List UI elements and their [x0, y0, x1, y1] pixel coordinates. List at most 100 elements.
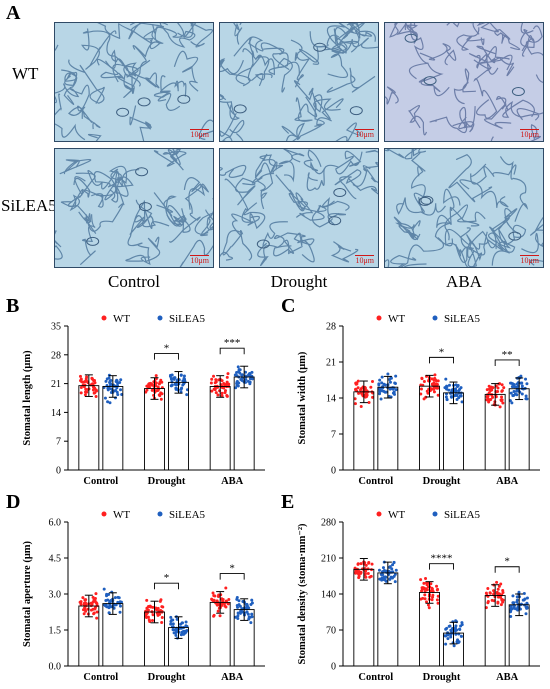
data-point: [160, 620, 164, 624]
y-tick-label: 0.0: [49, 662, 62, 673]
data-point: [487, 391, 491, 395]
cell-wall-outline: [290, 39, 311, 88]
data-point: [354, 382, 358, 386]
data-point: [226, 602, 230, 606]
data-point: [235, 374, 239, 378]
cell-wall-outline: [455, 244, 477, 267]
legend-label-silea5: SiLEA5: [444, 313, 481, 325]
data-point: [357, 576, 361, 580]
cell-wall-outline: [275, 174, 309, 212]
data-point: [354, 571, 358, 575]
data-point: [430, 598, 434, 602]
cell-wall-outline: [235, 177, 256, 206]
data-point: [92, 612, 96, 616]
cell-wall-outline: [68, 59, 105, 104]
data-point: [381, 566, 385, 570]
data-point: [515, 382, 519, 386]
data-point: [78, 374, 82, 378]
data-point: [444, 395, 448, 399]
data-point: [169, 615, 173, 619]
data-point: [159, 397, 163, 401]
cell-wall-outline: [251, 153, 278, 184]
data-point: [226, 372, 230, 376]
data-point: [81, 596, 85, 600]
data-point: [519, 374, 523, 378]
y-tick-label: 140: [321, 590, 336, 601]
data-point: [454, 383, 458, 387]
data-point: [513, 607, 517, 611]
data-point: [154, 374, 158, 378]
data-point: [444, 634, 448, 638]
data-point: [359, 405, 363, 409]
data-point: [446, 637, 450, 641]
legend-marker-silea5: [157, 315, 163, 321]
cell-wall-outline: [303, 149, 326, 175]
data-point: [370, 562, 374, 566]
data-point: [419, 392, 423, 396]
cell-wall-outline: [352, 161, 378, 187]
data-point: [244, 370, 248, 374]
cell-wall-outline: [470, 23, 499, 35]
data-point: [169, 622, 173, 626]
data-point: [243, 380, 247, 384]
legend-marker-silea5: [157, 511, 163, 517]
y-tick-label: 14: [326, 394, 336, 405]
x-tick-label: Control: [83, 672, 118, 683]
data-point: [520, 384, 524, 388]
data-point: [218, 614, 222, 618]
data-point: [150, 618, 154, 622]
data-point: [456, 641, 460, 645]
data-point: [115, 390, 119, 394]
data-point: [145, 606, 149, 610]
cell-wall-outline: [183, 177, 209, 210]
data-point: [157, 382, 161, 386]
bar-wt: [353, 568, 375, 667]
cell-wall-outline: [160, 75, 187, 97]
data-point: [422, 581, 426, 585]
data-point: [393, 580, 397, 584]
data-point: [388, 565, 392, 569]
data-point: [250, 370, 254, 374]
cell-wall-outline: [330, 241, 359, 263]
data-point: [499, 603, 503, 607]
data-point: [490, 598, 494, 602]
significance-bracket: [154, 353, 179, 360]
data-point: [108, 401, 112, 405]
cell-wall-outline: [231, 202, 266, 236]
data-point: [249, 602, 253, 606]
data-point: [378, 392, 382, 396]
cell-wall-outline: [521, 232, 543, 254]
cell-wall-outline: [396, 197, 446, 216]
data-point: [419, 578, 423, 582]
cell-wall-outline: [233, 36, 290, 71]
stoma-shape: [420, 195, 434, 205]
data-point: [221, 598, 225, 602]
cell-wall-outline: [79, 214, 96, 266]
data-point: [106, 400, 110, 404]
data-point: [222, 381, 226, 385]
legend-marker-wt: [376, 315, 382, 321]
cell-wall-outline: [408, 104, 428, 136]
data-point: [79, 377, 83, 381]
data-point: [369, 385, 373, 389]
data-point: [184, 620, 188, 624]
y-axis-title: Stomatal aperture (μm): [22, 540, 33, 647]
data-point: [245, 610, 249, 614]
data-point: [227, 597, 231, 601]
y-tick-label: 0: [331, 662, 336, 673]
data-point: [368, 575, 372, 579]
cell-wall-outline: [404, 149, 427, 172]
data-point: [436, 587, 440, 591]
data-point: [498, 405, 502, 409]
cell-wall-outline: [389, 23, 418, 44]
data-point: [250, 612, 254, 616]
data-point: [460, 621, 464, 625]
bar-silea5: [377, 572, 399, 667]
cell-wall-outline: [247, 36, 264, 87]
data-point: [386, 372, 390, 376]
cell-wall-outline: [452, 106, 475, 133]
data-point: [499, 595, 503, 599]
data-point: [458, 394, 462, 398]
data-point: [103, 396, 107, 400]
data-point: [491, 386, 495, 390]
